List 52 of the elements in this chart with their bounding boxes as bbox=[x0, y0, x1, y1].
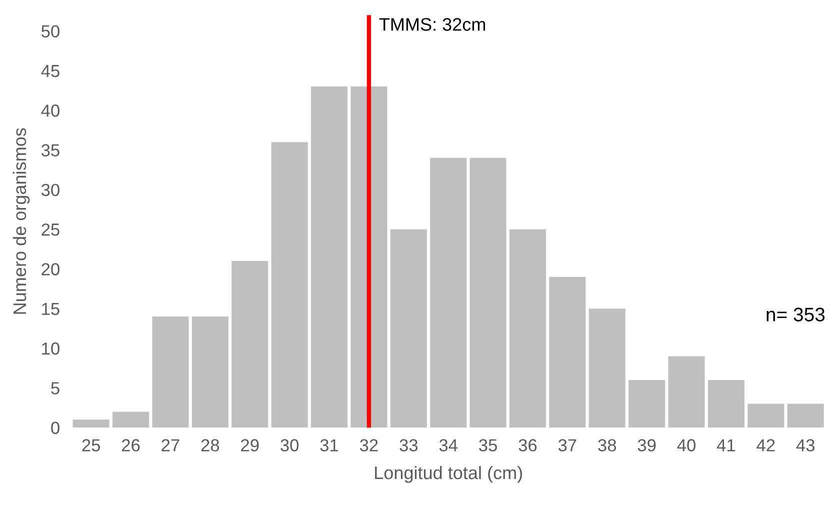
y-tick-label: 0 bbox=[51, 422, 60, 434]
bar bbox=[232, 261, 268, 428]
x-axis-title: Longitud total (cm) bbox=[375, 466, 522, 483]
y-tick-label: 50 bbox=[42, 25, 60, 38]
x-tick-label: 43 bbox=[796, 439, 814, 452]
x-tick-label: 27 bbox=[162, 439, 180, 452]
y-tick-label: 15 bbox=[42, 302, 60, 316]
x-tick-label: 32 bbox=[360, 439, 378, 452]
y-tick-label: 25 bbox=[42, 223, 60, 236]
bar bbox=[628, 380, 666, 428]
x-tick-label: 40 bbox=[677, 439, 696, 452]
x-tick-label: 36 bbox=[518, 439, 537, 452]
y-tick-label: 10 bbox=[42, 342, 60, 355]
x-tick-label: 41 bbox=[716, 439, 735, 452]
bar bbox=[152, 316, 189, 428]
y-tick-label: 5 bbox=[51, 382, 60, 394]
x-tick-label: 25 bbox=[82, 439, 100, 452]
y-tick-label: 20 bbox=[42, 263, 60, 276]
y-tick-label: 30 bbox=[41, 184, 60, 196]
bar bbox=[271, 142, 308, 428]
bar bbox=[390, 229, 427, 428]
bar bbox=[708, 380, 744, 428]
x-tick-label: 35 bbox=[479, 439, 497, 452]
y-tick-label: 35 bbox=[41, 144, 60, 156]
bar bbox=[748, 404, 784, 428]
bar bbox=[588, 308, 626, 428]
x-tick-label: 37 bbox=[558, 439, 576, 452]
x-tick-label: 39 bbox=[638, 439, 656, 452]
bar bbox=[430, 158, 467, 428]
x-tick-label: 26 bbox=[122, 439, 140, 452]
x-tick-label: 38 bbox=[598, 439, 616, 452]
bar bbox=[470, 158, 506, 428]
x-tick-label: 31 bbox=[320, 439, 338, 452]
x-tick-label: 30 bbox=[280, 439, 299, 452]
bar bbox=[549, 276, 586, 428]
x-tick-label: 33 bbox=[400, 439, 418, 452]
y-tick-label: 45 bbox=[41, 65, 60, 78]
x-tick-label: 42 bbox=[756, 439, 775, 452]
bar bbox=[787, 404, 824, 428]
bar bbox=[112, 412, 150, 428]
bar bbox=[192, 316, 228, 428]
ref-line-label: TMMS: 32cm bbox=[379, 18, 486, 31]
bar bbox=[72, 420, 110, 428]
y-tick-label: 40 bbox=[41, 104, 60, 117]
annotation: n= 353 bbox=[766, 308, 825, 322]
x-tick-label: 29 bbox=[241, 439, 259, 452]
bar bbox=[509, 229, 546, 428]
x-tick-label: 34 bbox=[439, 439, 458, 452]
bar bbox=[310, 86, 348, 428]
x-tick-label: 28 bbox=[201, 439, 220, 452]
bar bbox=[668, 356, 705, 428]
y-axis-title: Numero de organismos bbox=[12, 128, 30, 314]
